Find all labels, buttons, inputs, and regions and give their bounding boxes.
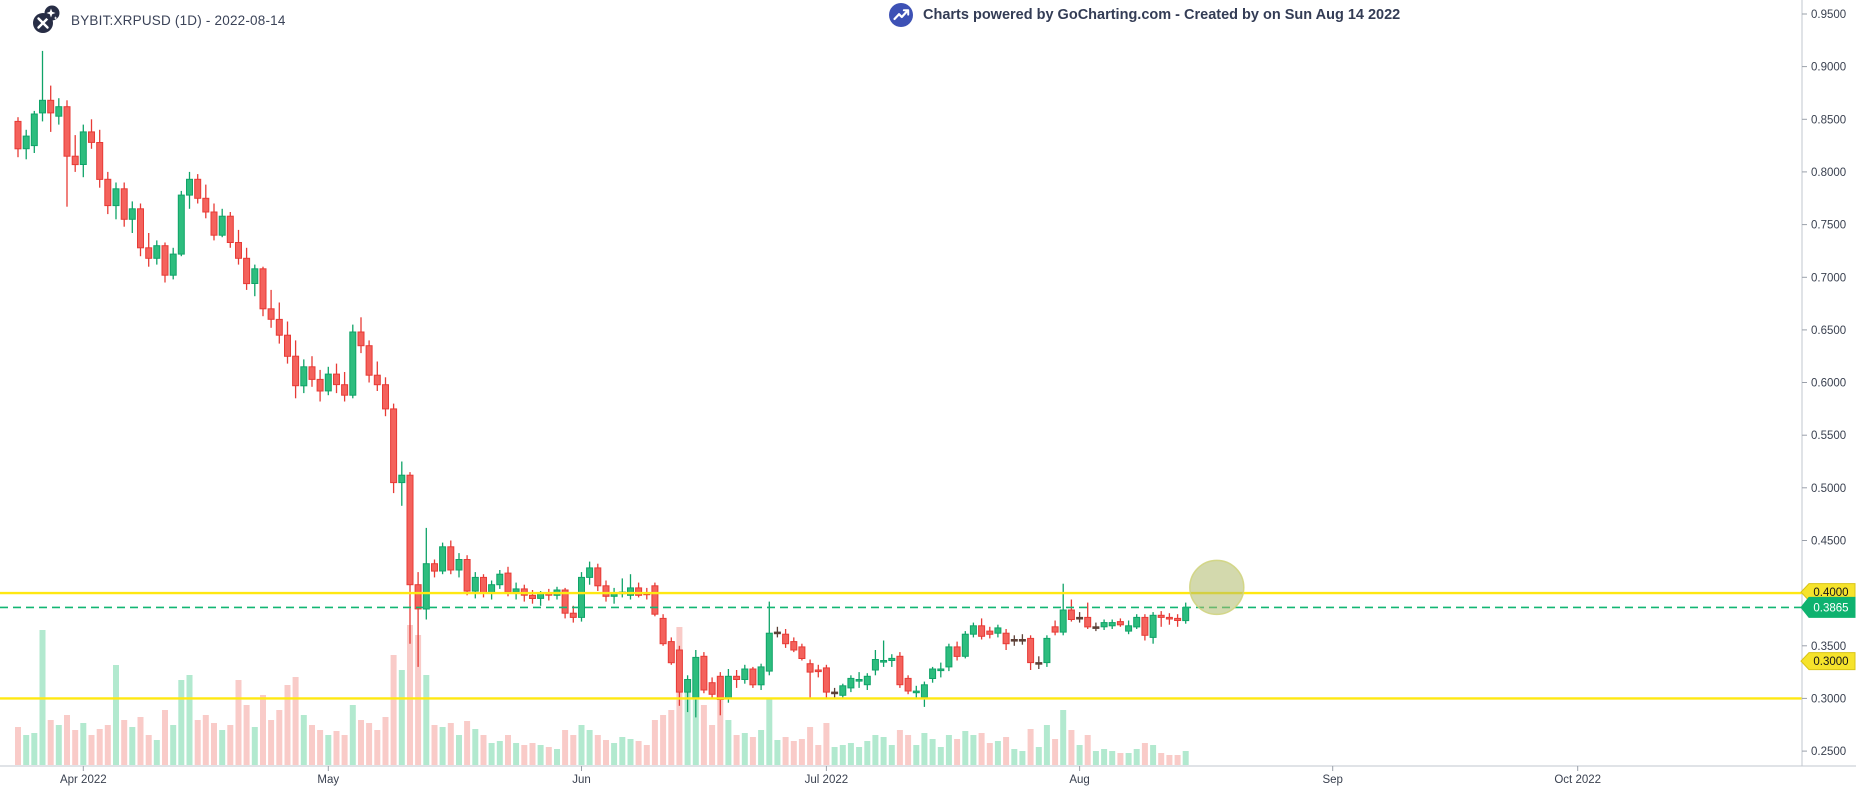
price-tick-label: 0.9500 [1811,9,1846,21]
price-tick-label: 0.6500 [1811,325,1846,337]
time-tick-label: May [317,774,339,786]
last-price-tag[interactable]: 0.3865 [1800,596,1856,618]
symbol-header: BYBIT:XRPUSD (1D) - 2022-08-14 [27,4,286,36]
price-tick-label: 0.8500 [1811,114,1846,126]
time-tick-label: Aug [1069,774,1089,786]
price-tag-label: 0.4000 [1813,587,1848,599]
price-tick-label: 0.5500 [1811,430,1846,442]
time-tick-label: Oct 2022 [1554,774,1601,786]
volume-bars [15,625,1189,765]
price-tick-label: 0.2500 [1811,746,1846,758]
time-tick-label: Jun [572,774,591,786]
price-tick-label: 0.8000 [1811,167,1846,179]
time-tick-label: Sep [1322,774,1342,786]
price-tick-label: 0.7000 [1811,272,1846,284]
price-tick-label: 0.9000 [1811,62,1846,74]
price-tick-label: 0.3000 [1811,693,1846,705]
price-tag-label: 0.3865 [1813,602,1848,614]
price-tag-label: 0.3000 [1813,656,1848,668]
bybit-logo-icon [33,5,60,33]
watermark-text: Charts powered by GoCharting.com - Creat… [923,7,1401,23]
price-tick-label: 0.7500 [1811,220,1846,232]
time-tick-label: Jul 2022 [805,774,848,786]
price-tick-label: 0.3500 [1811,641,1846,653]
price-tick-label: 0.5000 [1811,483,1846,495]
price-tick-label: 0.4500 [1811,536,1846,548]
time-axis[interactable]: Apr 2022 May Jun Jul 2022 Aug Sep Oct 2022 [60,766,1601,786]
time-tick-label: Apr 2022 [60,774,107,786]
gocharting-logo-icon [889,3,913,27]
gocharting-watermark: Charts powered by GoCharting.com - Creat… [888,2,1400,28]
price-axis[interactable]: 0.9500 0.9000 0.8500 0.8000 0.7500 0.7000 0.65… [1802,9,1846,758]
highlight-circle-annotation[interactable] [1189,559,1245,616]
level-price-tag[interactable]: 0.3000 [1800,652,1856,671]
price-tick-label: 0.6000 [1811,378,1846,390]
candlesticks[interactable] [14,50,1190,718]
symbol-title: BYBIT:XRPUSD (1D) - 2022-08-14 [71,12,286,28]
